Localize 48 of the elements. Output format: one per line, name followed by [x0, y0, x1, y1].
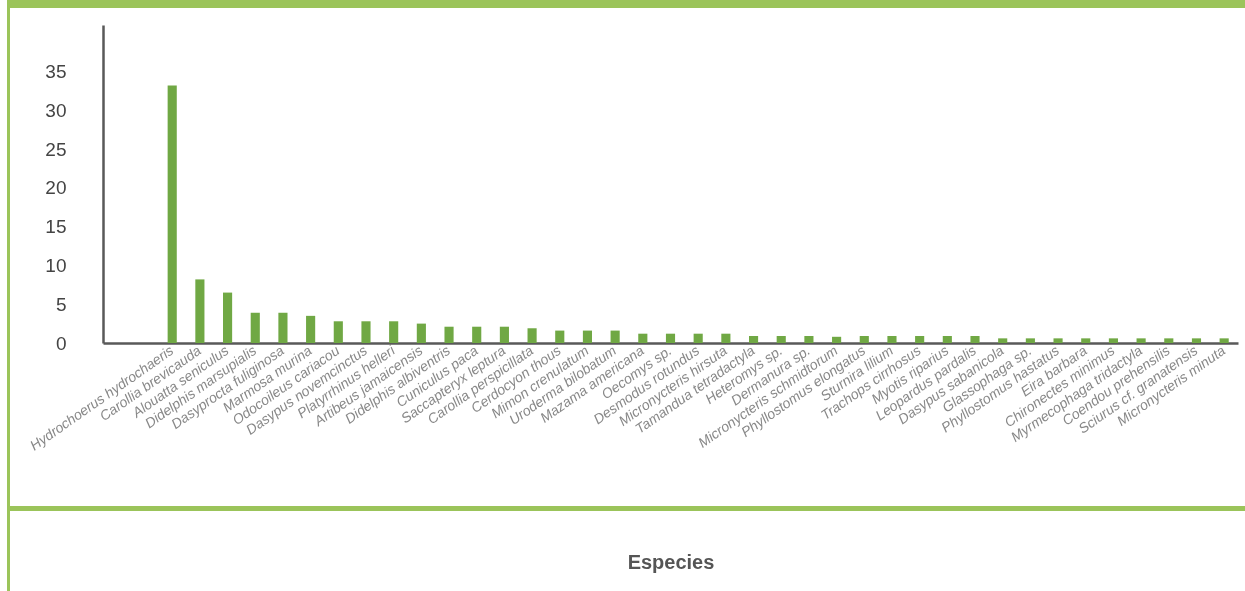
- y-tick-label: 10: [45, 254, 67, 276]
- x-axis-title: Especies: [627, 551, 715, 574]
- bar: [942, 336, 952, 343]
- bar: [527, 328, 537, 343]
- y-tick-label: 25: [45, 138, 67, 160]
- bar: [416, 323, 426, 343]
- bar: [195, 279, 205, 343]
- bar: [1136, 338, 1146, 343]
- bar: [472, 326, 482, 343]
- bar: [1191, 338, 1202, 343]
- bar: [250, 312, 260, 343]
- bar: [167, 85, 177, 343]
- bar: [333, 321, 343, 343]
- bar: [1219, 338, 1229, 343]
- bar: [776, 336, 786, 343]
- bar: [1108, 338, 1118, 343]
- y-tick-label: 0: [55, 332, 67, 354]
- bar: [998, 338, 1008, 343]
- bar: [223, 292, 233, 343]
- bar: [887, 336, 897, 343]
- bar: [1164, 338, 1174, 343]
- bar: [499, 326, 509, 343]
- y-tick-label: 5: [55, 293, 67, 315]
- bar: [555, 330, 565, 343]
- y-tick-label: 20: [45, 177, 67, 199]
- bar: [665, 333, 676, 343]
- bar: [804, 336, 814, 343]
- bar: [915, 336, 925, 343]
- y-tick-label: 35: [45, 61, 67, 83]
- bar: [859, 336, 869, 343]
- bar: [582, 330, 593, 343]
- bar: [1081, 338, 1091, 343]
- bar: [970, 336, 980, 343]
- bar: [278, 312, 288, 343]
- bar: [306, 315, 316, 343]
- bar: [748, 336, 759, 343]
- bar: [721, 333, 731, 343]
- y-tick-label: 30: [45, 99, 67, 121]
- bar: [1053, 338, 1063, 343]
- bar: [638, 333, 648, 343]
- bar: [444, 326, 454, 343]
- bar: [1025, 338, 1035, 343]
- bar: [832, 336, 842, 343]
- bar: [693, 333, 703, 343]
- bar: [361, 321, 371, 343]
- y-tick-label: 15: [45, 216, 67, 238]
- bar: [610, 330, 620, 343]
- bar: [389, 321, 399, 343]
